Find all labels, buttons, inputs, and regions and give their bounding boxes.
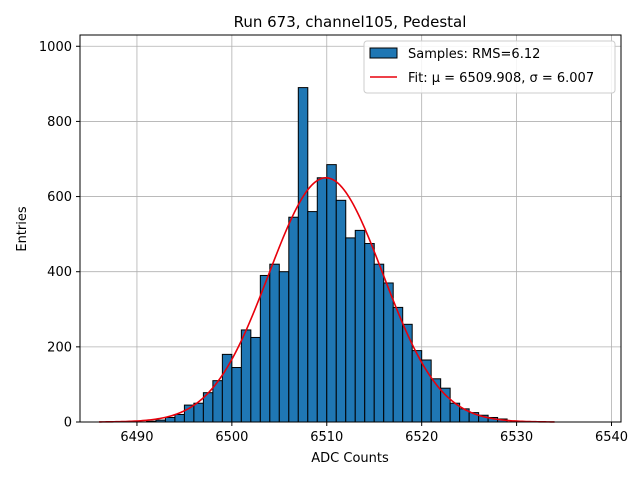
x-axis-label: ADC Counts bbox=[311, 451, 389, 466]
histogram-bar bbox=[240, 329, 252, 423]
histogram-bar bbox=[259, 274, 271, 423]
histogram-bar bbox=[221, 353, 233, 423]
histogram-bar bbox=[193, 402, 204, 423]
y-tick-label: 0 bbox=[64, 416, 72, 431]
y-tick-label: 200 bbox=[47, 340, 72, 355]
histogram-bars bbox=[145, 87, 508, 423]
legend-box bbox=[363, 40, 616, 94]
y-tick-label: 1000 bbox=[39, 40, 72, 55]
histogram-bar bbox=[278, 271, 290, 423]
histogram-bar bbox=[335, 199, 347, 423]
histogram-bar bbox=[392, 306, 404, 423]
y-axis-label: Entries bbox=[15, 206, 30, 252]
histogram-bar bbox=[297, 87, 309, 423]
x-tick-label: 6510 bbox=[310, 430, 343, 445]
x-tick-label: 6520 bbox=[405, 430, 438, 445]
y-axis: 0 200 400 600 800 1000 bbox=[39, 40, 80, 431]
histogram-bar bbox=[440, 387, 451, 423]
histogram-bar bbox=[326, 164, 337, 423]
histogram-bar bbox=[164, 416, 176, 423]
histogram-bar bbox=[288, 216, 299, 423]
histogram-bar bbox=[383, 282, 394, 423]
x-axis: 6490 6500 6510 6520 6530 6540 bbox=[120, 422, 628, 445]
x-tick-label: 6490 bbox=[120, 430, 153, 445]
histogram-bar bbox=[269, 263, 280, 423]
plot-frame bbox=[79, 34, 622, 423]
histogram-bar bbox=[373, 263, 385, 423]
legend-samples-patch bbox=[369, 47, 398, 59]
histogram-bar bbox=[307, 211, 318, 423]
fit-curve bbox=[98, 177, 555, 423]
histogram-bar bbox=[364, 243, 375, 423]
histogram-bar bbox=[402, 323, 413, 423]
histogram-bar bbox=[316, 177, 328, 423]
y-tick-label: 800 bbox=[47, 115, 72, 130]
histogram-bar bbox=[250, 336, 261, 423]
y-tick-label: 400 bbox=[47, 265, 72, 280]
x-tick-label: 6500 bbox=[215, 430, 248, 445]
histogram-bar bbox=[354, 229, 366, 423]
legend-samples-label: Samples: RMS=6.12 bbox=[408, 47, 540, 62]
x-tick-label: 6530 bbox=[500, 430, 533, 445]
histogram-bar bbox=[231, 367, 242, 423]
y-tick-label: 600 bbox=[47, 190, 72, 205]
chart-title: Run 673, channel105, Pedestal bbox=[234, 13, 467, 31]
histogram-bar bbox=[174, 413, 185, 423]
legend: Samples: RMS=6.12 Fit: μ = 6509.908, σ =… bbox=[363, 40, 616, 94]
x-tick-label: 6540 bbox=[595, 430, 628, 445]
legend-fit-label: Fit: μ = 6509.908, σ = 6.007 bbox=[408, 71, 594, 86]
histogram-bar bbox=[345, 237, 356, 423]
